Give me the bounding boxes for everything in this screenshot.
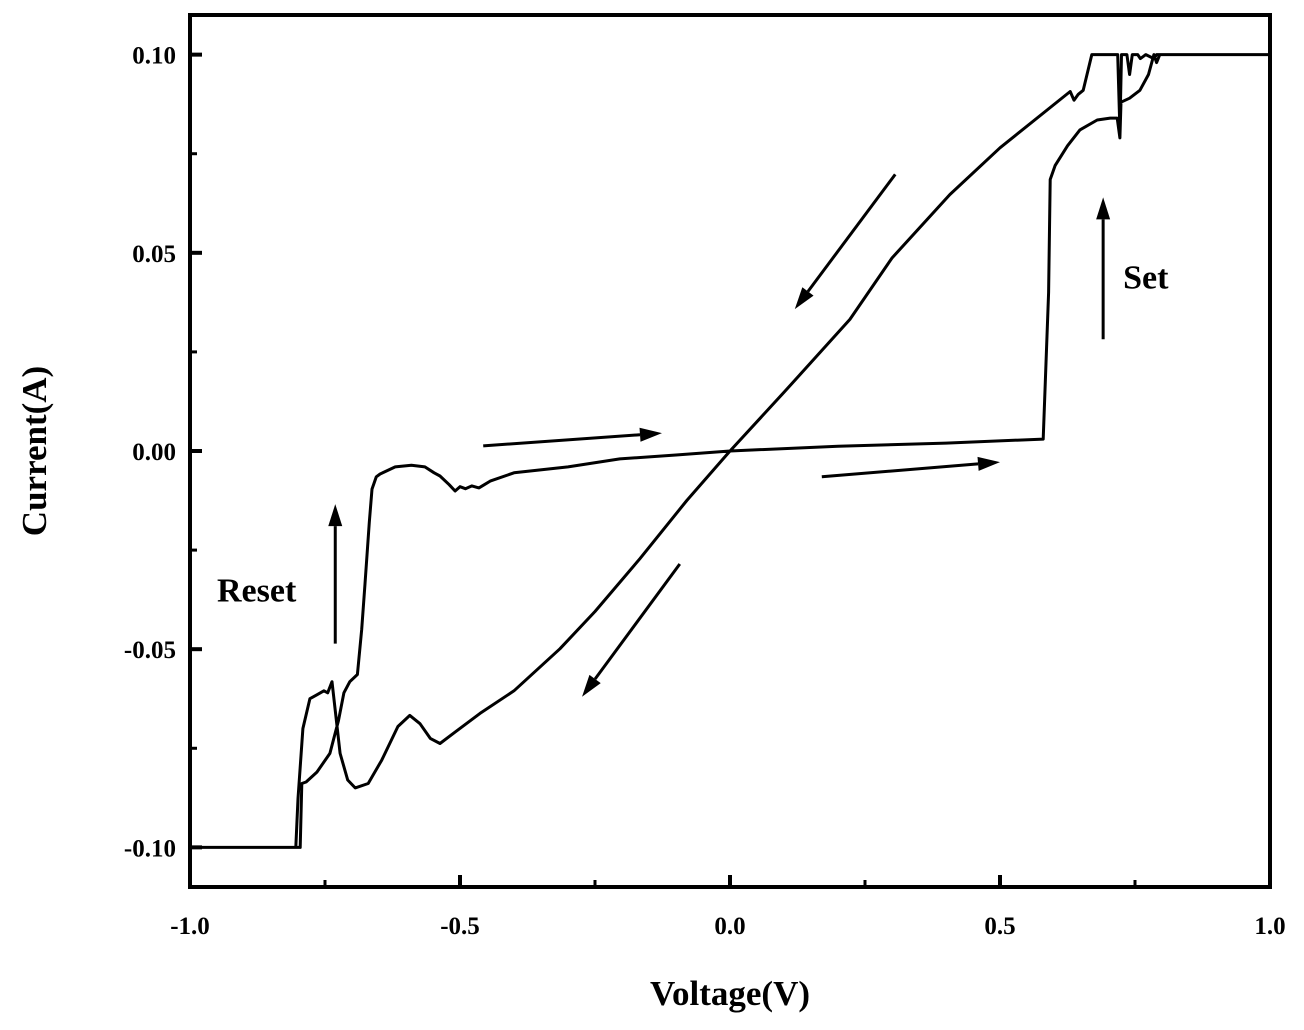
arrow-head-icon (1096, 197, 1111, 220)
annotation-label-reset: Reset (217, 573, 297, 610)
direction-arrow (806, 173, 897, 293)
iv-curve (188, 53, 1272, 849)
arrow-head-icon (794, 287, 814, 310)
annotation-label-set: Set (1123, 260, 1169, 297)
direction-arrow (821, 462, 979, 479)
annotations: Set Reset (217, 173, 1169, 697)
direction-arrow (593, 563, 681, 680)
arrow-head-icon (977, 456, 1000, 471)
x-axis-title: Voltage(V) (650, 974, 810, 1013)
x-tick-label: 1.0 (1254, 913, 1285, 940)
curves (188, 53, 1272, 849)
y-tick-label: -0.05 (124, 637, 176, 664)
y-tick-label: 0.10 (132, 43, 176, 70)
x-tick-label: 0.5 (984, 913, 1015, 940)
x-tick-label: -0.5 (440, 913, 480, 940)
y-tick-label: 0.00 (132, 439, 176, 466)
arrow-head-icon (582, 674, 601, 697)
y-tick-label: -0.10 (124, 835, 176, 862)
y-tick-label: 0.05 (132, 241, 176, 268)
arrow-head-icon (328, 504, 343, 527)
arrow-head-icon (639, 427, 662, 442)
x-tick-label: 0.0 (714, 913, 745, 940)
axis-ticks: -1.0 -0.5 0.0 0.5 1.0 -0.10 -0.05 0.00 0.05 0.10 (124, 43, 1286, 940)
direction-arrow (483, 433, 641, 448)
y-axis-title: Current(A) (15, 366, 54, 536)
x-tick-label: -1.0 (170, 913, 210, 940)
